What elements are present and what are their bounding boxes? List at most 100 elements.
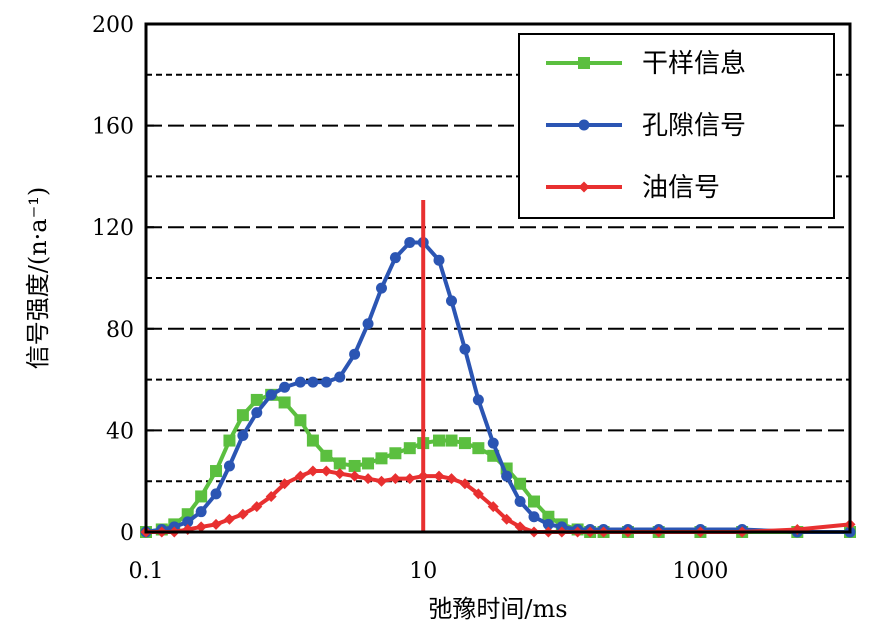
data-point xyxy=(487,437,499,449)
data-point xyxy=(348,459,361,472)
data-point xyxy=(195,506,207,518)
data-point xyxy=(307,376,319,388)
series-1 xyxy=(140,388,856,538)
data-point xyxy=(433,434,446,447)
legend-marker xyxy=(578,181,590,193)
data-point xyxy=(306,434,319,447)
data-point xyxy=(375,475,387,487)
data-point xyxy=(362,457,375,470)
data-point xyxy=(446,473,458,485)
data-point xyxy=(459,343,471,355)
series-3 xyxy=(140,465,856,538)
data-point xyxy=(320,449,333,462)
data-point xyxy=(265,490,277,502)
y-tick-labels: 0 40 80 120 160 200 xyxy=(92,13,154,546)
data-point xyxy=(223,460,235,472)
data-point xyxy=(237,508,249,520)
x-tick-label: 10 xyxy=(409,559,437,584)
y-tick-label: 200 xyxy=(92,13,134,38)
data-point xyxy=(195,490,208,503)
y-axis-label: 信号强度/(n·a⁻¹) xyxy=(24,187,52,370)
data-point xyxy=(542,518,554,530)
data-point xyxy=(487,501,499,513)
data-point xyxy=(195,521,207,533)
data-point xyxy=(182,516,194,528)
series-2 xyxy=(140,236,856,538)
series-line xyxy=(146,469,851,534)
data-point xyxy=(333,457,346,470)
data-point xyxy=(528,495,541,508)
y-tick-label: 0 xyxy=(120,521,134,546)
data-point xyxy=(250,393,263,406)
data-point xyxy=(294,470,306,482)
data-point xyxy=(404,473,416,485)
data-point xyxy=(458,437,471,450)
legend-label: 干样信息 xyxy=(642,49,746,79)
y-tick-label: 80 xyxy=(106,318,134,343)
data-point xyxy=(181,508,194,521)
data-point xyxy=(349,470,361,482)
data-point xyxy=(472,488,484,500)
data-point xyxy=(294,376,306,388)
data-point xyxy=(265,389,277,401)
x-tick-labels: 0.1 10 1000 xyxy=(129,559,729,584)
data-point xyxy=(403,442,416,455)
data-point xyxy=(375,452,388,465)
data-point xyxy=(223,434,236,447)
x-tick-label: 0.1 xyxy=(129,559,164,584)
data-point xyxy=(514,477,527,490)
legend-label: 孔隙信号 xyxy=(642,111,746,141)
data-point xyxy=(334,371,346,383)
data-point xyxy=(362,473,374,485)
data-point xyxy=(362,318,374,330)
legend-marker xyxy=(578,57,590,69)
data-point xyxy=(320,376,332,388)
data-point xyxy=(375,282,387,294)
x-tick-label: 1000 xyxy=(672,559,728,584)
data-point xyxy=(251,407,263,419)
data-point xyxy=(433,470,445,482)
y-tick-label: 40 xyxy=(106,419,134,444)
data-point xyxy=(389,252,401,264)
data-point xyxy=(472,442,485,455)
data-point xyxy=(389,473,401,485)
data-point xyxy=(433,254,445,266)
data-point xyxy=(459,478,471,490)
data-point xyxy=(236,409,249,422)
data-point xyxy=(514,521,526,533)
data-point xyxy=(445,434,458,447)
legend-label: 油信号 xyxy=(642,173,720,203)
data-point xyxy=(210,518,222,530)
plot-frame xyxy=(144,22,852,534)
data-point xyxy=(501,513,513,525)
legend-marker xyxy=(578,119,590,131)
data-point xyxy=(210,465,223,478)
data-point xyxy=(210,488,222,500)
data-point xyxy=(279,478,291,490)
series-line xyxy=(145,240,850,534)
data-point xyxy=(251,501,263,513)
data-point xyxy=(501,470,513,482)
y-tick-label: 120 xyxy=(92,216,134,241)
x-axis-label: 弛豫时间/ms xyxy=(428,595,567,623)
data-point xyxy=(446,295,458,307)
data-point xyxy=(320,465,332,477)
y-tick-label: 160 xyxy=(92,115,134,140)
data-point xyxy=(542,510,555,523)
data-point xyxy=(528,511,540,523)
data-point xyxy=(514,496,526,508)
data-point xyxy=(404,236,416,248)
data-point xyxy=(278,396,291,409)
data-point xyxy=(472,394,484,406)
data-point xyxy=(279,381,291,393)
series-layer xyxy=(140,236,856,538)
data-point xyxy=(307,465,319,477)
data-point xyxy=(349,348,361,360)
data-point xyxy=(334,468,346,480)
data-point xyxy=(294,414,307,427)
data-point xyxy=(223,513,235,525)
data-point xyxy=(237,429,249,441)
data-point xyxy=(389,447,402,460)
